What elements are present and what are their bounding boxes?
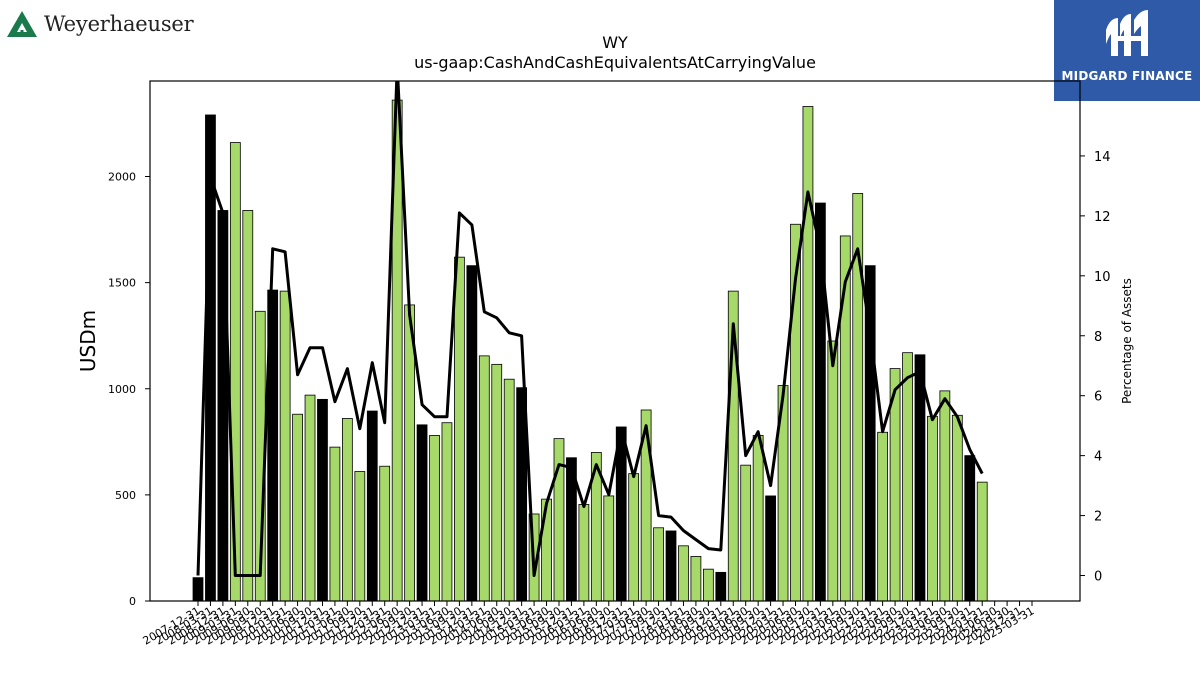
y-tick-label: 2000	[108, 171, 136, 184]
plot-frame	[149, 80, 1081, 602]
y-tick-label: 500	[115, 489, 136, 502]
bar	[416, 424, 428, 602]
bar	[329, 446, 341, 602]
midgard-finance-logo: MIDGARD FINANCE	[1054, 0, 1200, 101]
y2-axis-label: Percentage of Assets	[1120, 278, 1134, 404]
bar	[478, 355, 490, 602]
y2-tick-label: 8	[1094, 330, 1102, 345]
y-axis-right: 0 2 4 6 8 10 12 14	[1080, 150, 1111, 585]
bar	[914, 354, 926, 602]
bar	[603, 495, 615, 602]
bar	[441, 422, 453, 602]
series-line	[196, 81, 984, 577]
bar	[217, 210, 229, 602]
y-tick-label: 1500	[108, 277, 136, 290]
y2-tick-label: 0	[1094, 570, 1102, 585]
bar	[366, 410, 378, 602]
y2-tick-label: 2	[1094, 510, 1102, 525]
bar	[927, 415, 938, 602]
bar	[354, 471, 366, 602]
bar	[765, 495, 776, 602]
bar	[964, 455, 976, 602]
bar	[678, 545, 689, 602]
bar	[466, 265, 478, 602]
bar	[628, 473, 640, 602]
bar	[429, 435, 440, 602]
bar	[491, 363, 503, 602]
y-tick-label: 1000	[108, 383, 136, 396]
bar	[752, 435, 764, 602]
bar	[939, 390, 951, 602]
bar	[665, 530, 677, 602]
bar	[341, 418, 353, 602]
y2-tick-label: 6	[1094, 390, 1102, 405]
bar	[702, 568, 714, 602]
bar	[951, 414, 963, 602]
bar	[379, 465, 391, 602]
bar	[653, 527, 664, 602]
line-series	[196, 81, 984, 577]
bar	[454, 256, 465, 602]
weyerhaeuser-logo: Weyerhaeuser	[6, 6, 194, 42]
bar	[740, 464, 752, 602]
left-logo-text: Weyerhaeuser	[44, 12, 194, 36]
bar	[242, 210, 254, 602]
bar	[976, 481, 988, 602]
y2-tick-label: 12	[1094, 210, 1111, 225]
bar	[553, 438, 565, 602]
chart-subtitle: us-gaap:CashAndCashEquivalentsAtCarrying…	[414, 53, 816, 72]
bar	[317, 398, 328, 602]
bar	[192, 577, 204, 602]
bar	[578, 504, 590, 602]
bar	[503, 378, 515, 602]
y-axis-left: 0 500 1000 1500 2000	[108, 171, 150, 608]
y-tick-label: 0	[129, 595, 136, 608]
bar	[541, 498, 552, 602]
y2-tick-label: 14	[1094, 150, 1111, 165]
bar	[304, 394, 316, 602]
bar	[279, 290, 291, 602]
bar	[292, 413, 303, 602]
bar	[690, 556, 702, 602]
bar	[827, 340, 839, 602]
bar	[715, 571, 727, 602]
bar	[802, 106, 814, 602]
midgard-mark-icon	[1106, 10, 1148, 56]
y2-tick-label: 4	[1094, 450, 1102, 465]
chart-title: WY	[602, 33, 628, 52]
bar-series	[192, 99, 988, 602]
weyerhaeuser-mark-icon	[7, 11, 37, 37]
y2-tick-label: 10	[1094, 270, 1111, 285]
right-logo-text: MIDGARD FINANCE	[1061, 69, 1193, 83]
y-axis-label: USDm	[76, 310, 100, 372]
bar	[229, 142, 241, 602]
bar	[902, 352, 913, 602]
bar	[877, 431, 889, 602]
x-axis: 2007-12-312008-03-312008-12-312009-03-31…	[141, 601, 1037, 648]
